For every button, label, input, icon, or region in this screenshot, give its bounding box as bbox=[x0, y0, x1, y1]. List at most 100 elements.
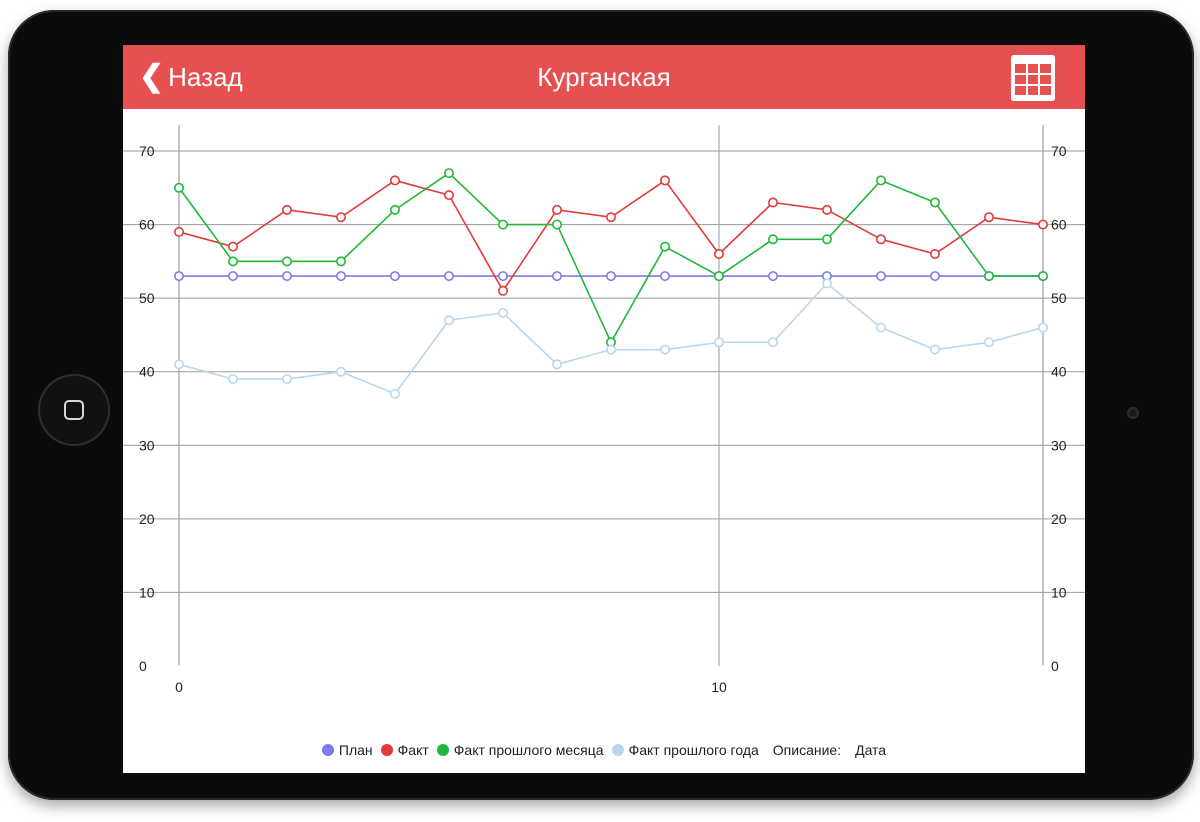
chart-area: 0 0 10 10 20 20 30 30 40 40 50 50 60 60 70 70 0 10 bbox=[123, 109, 1085, 773]
grid-menu-button[interactable] bbox=[1011, 55, 1055, 101]
legend-label-plan: План bbox=[338, 742, 373, 758]
data-point-s0-13 bbox=[875, 271, 886, 282]
data-point-s3-4 bbox=[389, 388, 400, 399]
chart-legend: План Факт Факт прошлого месяца Факт прош… bbox=[123, 738, 1085, 762]
data-point-s0-1 bbox=[228, 271, 239, 282]
camera-lens bbox=[1127, 407, 1139, 419]
data-point-s3-15 bbox=[983, 337, 994, 348]
data-point-s1-14 bbox=[929, 249, 940, 260]
data-point-s0-9 bbox=[659, 271, 670, 282]
data-point-s0-3 bbox=[336, 271, 347, 282]
chevron-left-icon: ❮ bbox=[139, 60, 165, 93]
data-point-s3-12 bbox=[821, 278, 832, 289]
back-button[interactable]: ❮ Назад bbox=[139, 57, 243, 97]
data-point-s2-15 bbox=[983, 271, 994, 282]
y-tick-label-left-10: 10 bbox=[139, 584, 155, 600]
data-point-s1-2 bbox=[282, 204, 293, 215]
data-point-s3-9 bbox=[659, 344, 670, 355]
data-point-s1-3 bbox=[336, 212, 347, 223]
data-point-s2-0 bbox=[173, 182, 184, 193]
data-point-s2-7 bbox=[551, 219, 562, 230]
data-point-s2-10 bbox=[713, 271, 724, 282]
data-point-s3-14 bbox=[929, 344, 940, 355]
data-point-s2-11 bbox=[767, 234, 778, 245]
app-header: ❮ Назад Курганская bbox=[123, 45, 1085, 109]
data-point-s2-4 bbox=[389, 204, 400, 215]
y-tick-label-left-0: 0 bbox=[139, 658, 147, 674]
data-point-s3-2 bbox=[282, 374, 293, 385]
data-point-s0-7 bbox=[551, 271, 562, 282]
data-point-s1-13 bbox=[875, 234, 886, 245]
y-tick-label-left-30: 30 bbox=[139, 437, 155, 453]
y-tick-label-right-60: 60 bbox=[1051, 217, 1067, 233]
data-point-s2-3 bbox=[336, 256, 347, 267]
legend-item-last-month: Факт прошлого месяца bbox=[436, 742, 604, 758]
data-point-s1-8 bbox=[605, 212, 616, 223]
data-point-s1-5 bbox=[443, 190, 454, 201]
data-point-s0-11 bbox=[767, 271, 778, 282]
grid-icon bbox=[1011, 55, 1055, 101]
y-tick-label-left-20: 20 bbox=[139, 511, 155, 527]
x-tick-label-0: 0 bbox=[175, 679, 183, 695]
data-point-s3-7 bbox=[551, 359, 562, 370]
legend-marker-fact bbox=[380, 744, 393, 756]
page-title: Курганская bbox=[537, 62, 671, 92]
line-chart: 0 0 10 10 20 20 30 30 40 40 50 50 60 60 70 70 0 10 bbox=[123, 125, 1085, 695]
data-point-s1-6 bbox=[497, 285, 508, 296]
data-point-s2-12 bbox=[821, 234, 832, 245]
data-point-s3-6 bbox=[497, 307, 508, 318]
data-point-s3-1 bbox=[228, 374, 239, 385]
data-point-s2-5 bbox=[443, 168, 454, 179]
y-tick-label-right-0: 0 bbox=[1051, 658, 1059, 674]
series-line-2 bbox=[178, 172, 1043, 345]
data-point-s1-1 bbox=[228, 241, 239, 252]
data-point-s3-8 bbox=[605, 344, 616, 355]
data-point-s1-9 bbox=[659, 175, 670, 186]
home-square-icon bbox=[64, 400, 84, 420]
data-point-s3-3 bbox=[336, 366, 347, 377]
legend-item-fact: Факт bbox=[380, 742, 429, 758]
data-point-s2-13 bbox=[875, 175, 886, 186]
y-tick-label-right-40: 40 bbox=[1051, 364, 1067, 380]
y-tick-label-left-50: 50 bbox=[139, 290, 155, 306]
legend-description-label: Описание: bbox=[772, 742, 842, 758]
data-point-s0-14 bbox=[929, 271, 940, 282]
legend-label-last-month: Факт прошлого месяца bbox=[453, 742, 604, 758]
data-point-s0-4 bbox=[389, 271, 400, 282]
x-tick-label-10: 10 bbox=[711, 679, 727, 695]
y-tick-label-right-50: 50 bbox=[1051, 290, 1067, 306]
data-point-s2-14 bbox=[929, 197, 940, 208]
data-point-s2-9 bbox=[659, 241, 670, 252]
data-point-s2-16 bbox=[1037, 271, 1048, 282]
y-tick-label-right-20: 20 bbox=[1051, 511, 1067, 527]
back-label: Назад bbox=[168, 62, 243, 92]
data-point-s1-12 bbox=[821, 204, 832, 215]
y-tick-label-left-40: 40 bbox=[139, 364, 155, 380]
home-button[interactable] bbox=[38, 374, 110, 446]
data-point-s3-13 bbox=[875, 322, 886, 333]
data-point-s0-8 bbox=[605, 271, 616, 282]
data-point-s1-11 bbox=[767, 197, 778, 208]
legend-item-last-year: Факт прошлого года bbox=[611, 742, 759, 758]
y-tick-label-left-70: 70 bbox=[139, 143, 155, 159]
data-point-s1-15 bbox=[983, 212, 994, 223]
legend-label-fact: Факт bbox=[397, 742, 429, 758]
y-tick-label-left-60: 60 bbox=[139, 217, 155, 233]
data-point-s1-4 bbox=[389, 175, 400, 186]
data-point-s3-11 bbox=[767, 337, 778, 348]
legend-marker-last-month bbox=[436, 744, 449, 756]
legend-label-last-year: Факт прошлого года bbox=[628, 742, 759, 758]
data-point-s0-6 bbox=[497, 271, 508, 282]
legend-marker-plan bbox=[321, 744, 334, 756]
y-tick-label-right-70: 70 bbox=[1051, 143, 1067, 159]
data-point-s1-16 bbox=[1037, 219, 1048, 230]
data-point-s0-5 bbox=[443, 271, 454, 282]
data-point-s1-10 bbox=[713, 249, 724, 260]
data-point-s2-1 bbox=[228, 256, 239, 267]
legend-description-value: Дата bbox=[855, 742, 887, 758]
legend-marker-last-year bbox=[611, 744, 624, 756]
data-point-s2-6 bbox=[497, 219, 508, 230]
data-point-s3-0 bbox=[173, 359, 184, 370]
y-tick-label-right-10: 10 bbox=[1051, 584, 1067, 600]
data-point-s2-2 bbox=[282, 256, 293, 267]
